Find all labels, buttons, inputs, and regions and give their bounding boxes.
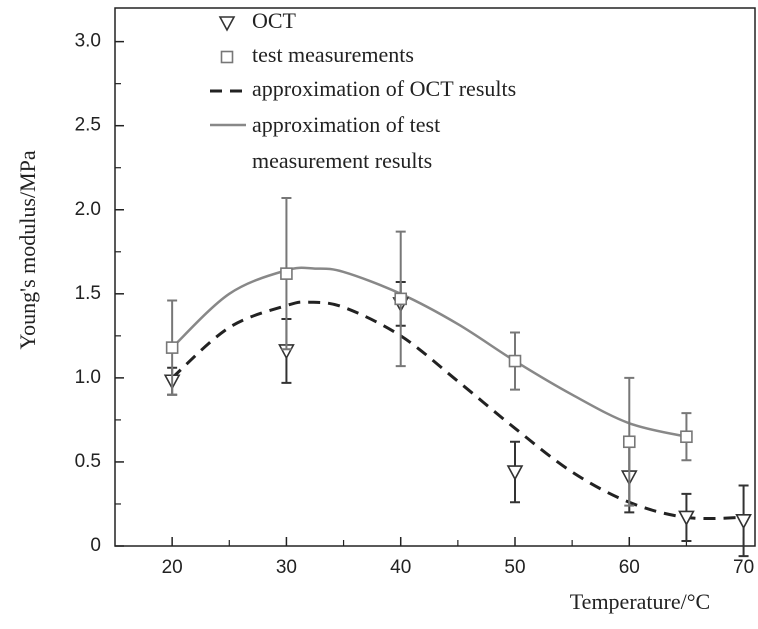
x-tick-label: 50 [504, 557, 525, 578]
square-marker [622, 435, 636, 449]
x-tick-label: 30 [276, 557, 297, 578]
x-tick-label: 60 [619, 557, 640, 578]
triangle-marker [735, 513, 752, 530]
legend-label-box: approximation of test measurement result… [252, 112, 441, 173]
triangle-marker [678, 510, 695, 527]
square-marker [165, 341, 179, 354]
x-tick-label: 20 [162, 557, 183, 578]
x-tick-label: 40 [390, 557, 411, 578]
legend-label: test measurements [252, 42, 414, 67]
square-marker [394, 292, 408, 306]
legend: OCT test measurements approximation of OCT… [210, 8, 516, 173]
x-tick-label: 70 [733, 557, 754, 578]
square-marker [280, 267, 293, 280]
legend-label: approximation of OCT results [252, 76, 516, 101]
fit-line [171, 300, 744, 521]
square-marker [680, 430, 693, 444]
x-axis-label: Temperature/°C [570, 589, 710, 614]
y-tick-label: 2.5 [75, 115, 101, 136]
plot-frame [114, 7, 756, 547]
y-tick-label: 1.5 [75, 283, 101, 304]
triangle-marker [506, 465, 524, 481]
legend-label: approximation of test measurement result… [252, 112, 441, 173]
fit-line [171, 266, 687, 438]
y-tick-label: 0 [90, 535, 101, 556]
y-axis-label: Young's modulus/MPa [15, 150, 40, 349]
legend-label: OCT [252, 8, 297, 33]
y-tick-label: 3.0 [75, 31, 101, 52]
square-marker [508, 354, 522, 368]
y-tick-label: 1.0 [75, 367, 101, 388]
y-tick-label: 0.5 [75, 451, 101, 472]
triangle-marker [218, 16, 236, 32]
square-marker [220, 50, 234, 64]
y-tick-label: 2.0 [75, 199, 101, 220]
